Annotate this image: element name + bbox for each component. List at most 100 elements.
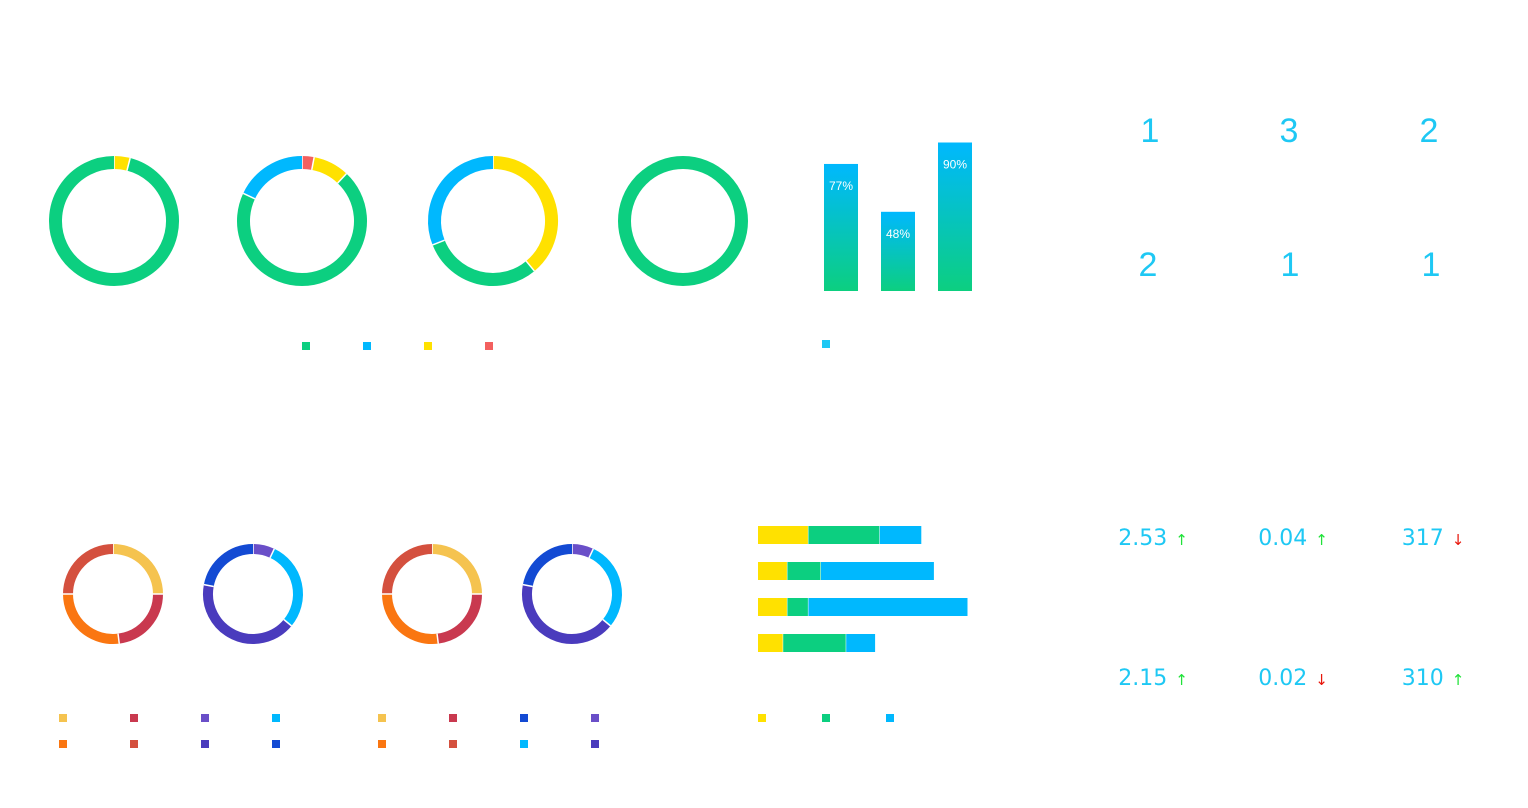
legend-swatch <box>272 714 280 722</box>
donut-slice <box>112 544 163 595</box>
donut-legend <box>298 338 498 354</box>
legend-swatch <box>59 740 67 748</box>
metric: 310 ↑ <box>1373 666 1493 691</box>
bar <box>824 163 858 291</box>
bar <box>881 211 915 291</box>
metric: 317 ↓ <box>1373 526 1493 551</box>
donut-slice <box>492 156 558 272</box>
trend-arrow-icon: ↑ <box>1175 671 1188 689</box>
metric-value: 0.02 <box>1258 666 1308 691</box>
donut-slice <box>203 544 254 587</box>
trend-arrow-icon: ↑ <box>1315 531 1328 549</box>
donut-slice <box>269 548 303 626</box>
metric: 2.15 ↑ <box>1093 666 1213 691</box>
metric-value: 317 <box>1401 526 1444 551</box>
donut-slice <box>432 239 535 286</box>
legend-swatch <box>378 740 386 748</box>
slice-separator <box>432 239 445 246</box>
donut-legend-b <box>374 710 614 754</box>
donut-slice <box>428 156 494 245</box>
donut-slice <box>436 593 482 644</box>
slice-separator <box>588 548 594 559</box>
metric: 0.02 ↓ <box>1233 666 1353 691</box>
slice-separator <box>602 618 612 627</box>
trend-arrow-icon: ↑ <box>1175 531 1188 549</box>
slice-separator <box>283 618 293 627</box>
legend-swatch <box>449 714 457 722</box>
legend-swatch <box>363 342 371 350</box>
stat-value: 3 <box>1279 112 1299 150</box>
stacked-bar-segment <box>879 526 922 544</box>
metric-value: 310 <box>1401 666 1444 691</box>
slice-separator <box>436 633 440 644</box>
stacked-bar-segment <box>758 526 809 544</box>
stacked-bar-segment <box>758 562 788 580</box>
legend-swatch <box>130 740 138 748</box>
trend-arrow-icon: ↓ <box>1315 671 1328 689</box>
donut-slice <box>117 593 163 644</box>
stacked-bar-segment <box>808 526 880 544</box>
legend-swatch <box>886 714 894 722</box>
legend-swatch <box>201 740 209 748</box>
donut-slice <box>431 544 482 595</box>
legend-swatch <box>520 740 528 748</box>
legend-swatch <box>424 342 432 350</box>
donut-slice <box>63 544 114 595</box>
stacked-bar-segment <box>787 562 821 580</box>
bar-label: 90% <box>943 158 967 172</box>
metric-value: 2.15 <box>1118 666 1168 691</box>
legend-swatch <box>378 714 386 722</box>
donut-slice <box>382 544 433 595</box>
donut-slice <box>301 156 315 170</box>
slice-separator <box>269 548 275 559</box>
stacked-bar-segment <box>787 598 809 616</box>
donut-chart-4 <box>618 156 748 286</box>
donut-slice <box>237 173 367 286</box>
donut-chart-2 <box>237 156 367 286</box>
stacked-bar-chart <box>758 520 969 660</box>
stat-value: 2 <box>1419 112 1439 150</box>
bar-legend <box>818 336 838 352</box>
trend-arrow-icon: ↓ <box>1451 531 1465 549</box>
bar-label: 48% <box>886 227 910 241</box>
slice-separator <box>126 157 131 171</box>
donut-slice <box>588 548 622 626</box>
slice-separator <box>311 157 315 171</box>
slice-separator <box>525 260 536 272</box>
legend-swatch <box>130 714 138 722</box>
donut-slice <box>311 157 347 184</box>
legend-swatch <box>201 714 209 722</box>
donut-slice <box>243 156 303 200</box>
donut-slice <box>382 593 439 644</box>
stacked-bar-segment <box>758 634 784 652</box>
slice-separator <box>203 583 214 588</box>
stat-value: 1 <box>1140 112 1160 150</box>
stat-value: 1 <box>1421 246 1441 284</box>
donut-slice <box>618 156 748 286</box>
legend-swatch <box>59 714 67 722</box>
donut-slice <box>203 584 292 644</box>
legend-swatch <box>591 714 599 722</box>
donut-legend-a <box>55 710 295 754</box>
slice-separator <box>522 583 533 588</box>
donut-slice <box>571 544 594 558</box>
stacked-bar-legend <box>754 710 904 726</box>
legend-swatch <box>822 714 830 722</box>
stacked-bar-segment <box>821 562 935 580</box>
legend-swatch <box>520 714 528 722</box>
stacked-bar-segment <box>758 598 788 616</box>
legend-swatch <box>822 340 830 348</box>
donut-chart-5 <box>63 544 163 644</box>
metric-value: 0.04 <box>1258 526 1308 551</box>
donut-chart-1 <box>49 156 179 286</box>
donut-slice <box>113 156 131 171</box>
legend-swatch <box>758 714 766 722</box>
legend-swatch <box>272 740 280 748</box>
percent-bar-chart: 77% 48% 90% <box>814 130 984 295</box>
stat-value: 2 <box>1138 246 1158 284</box>
donut-slice <box>252 544 275 558</box>
legend-swatch <box>485 342 493 350</box>
bar-label: 77% <box>829 179 853 193</box>
metric: 2.53 ↑ <box>1093 526 1213 551</box>
